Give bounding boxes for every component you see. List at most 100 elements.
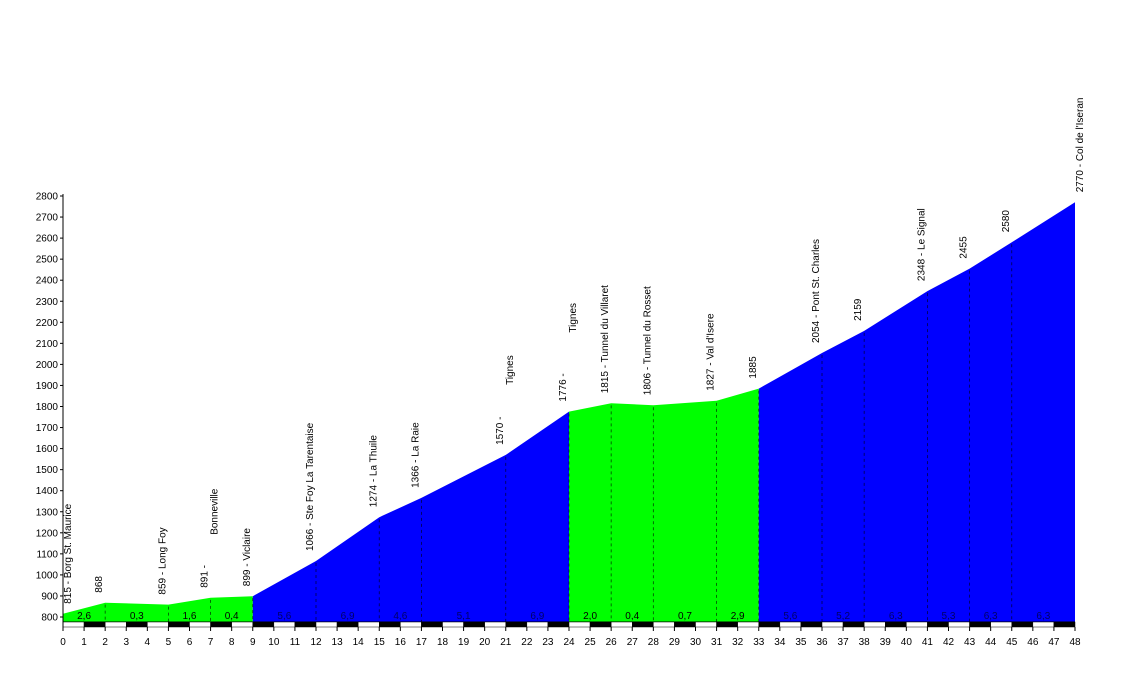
km-block — [547, 621, 570, 628]
x-tick-label: 30 — [690, 637, 702, 648]
km-block — [695, 621, 717, 628]
waypoint-label: 2054 - Pont St. Charles — [811, 239, 822, 343]
distance-strip — [62, 621, 1076, 628]
km-block — [800, 621, 823, 628]
km-block — [526, 621, 549, 628]
km-block — [252, 621, 275, 628]
waypoint-label: 899 - Viclaire — [242, 528, 253, 587]
km-block — [62, 621, 85, 628]
km-block — [104, 621, 127, 628]
x-tick-label: 20 — [479, 637, 491, 648]
y-tick-label: 2100 — [36, 339, 59, 350]
km-block — [821, 621, 844, 628]
x-tick-label: 46 — [1027, 637, 1039, 648]
x-tick-label: 37 — [838, 637, 850, 648]
km-block — [632, 621, 654, 628]
gradient-label: 0,7 — [678, 611, 692, 622]
km-block — [906, 621, 928, 628]
x-tick-label: 43 — [964, 637, 976, 648]
gradient-label: 6,3 — [1036, 611, 1050, 622]
x-tick-label: 16 — [395, 637, 407, 648]
waypoint-label: 1570 - — [495, 417, 506, 445]
waypoint-label: 2348 - Le Signal — [916, 208, 927, 281]
x-tick-label: 45 — [1006, 637, 1018, 648]
km-block — [231, 621, 254, 628]
y-tick-label: 1900 — [36, 381, 59, 392]
km-block — [189, 621, 211, 628]
y-tick-label: 2400 — [36, 276, 59, 287]
km-block — [969, 621, 991, 628]
x-tick-label: 32 — [732, 637, 744, 648]
waypoint-labels: 815 - Borg St. Maurice 868 859 - Long Foy 8… — [63, 98, 1086, 604]
km-block — [1011, 621, 1034, 628]
x-tick-label: 5 — [166, 637, 172, 648]
x-tick-label: 18 — [437, 637, 449, 648]
waypoint-label: Tignes — [568, 303, 579, 333]
y-tick-label: 1600 — [36, 444, 59, 455]
gradient-label: 2,6 — [77, 611, 91, 622]
x-tick-label: 11 — [290, 637, 301, 648]
x-tick-label: 13 — [332, 637, 344, 648]
km-block — [400, 621, 422, 628]
y-tick-label: 900 — [41, 591, 58, 602]
waypoint-label: 2580 — [1001, 210, 1012, 233]
waypoint-label: 1827 - Val d'Isere — [706, 313, 717, 391]
km-block — [948, 621, 970, 628]
waypoint-label: 859 - Long Foy — [157, 527, 168, 594]
x-tick-label: 2 — [102, 637, 108, 648]
gradient-label: 0,3 — [130, 611, 144, 622]
y-tick-label: 1700 — [36, 423, 59, 434]
y-tick-label: 1300 — [36, 507, 59, 518]
x-tick-label: 6 — [187, 637, 193, 648]
km-block — [990, 621, 1013, 628]
km-block — [421, 621, 443, 628]
x-tick-label: 8 — [229, 637, 235, 648]
x-tick-label: 14 — [353, 637, 365, 648]
km-block — [126, 621, 148, 628]
x-tick-label: 24 — [563, 637, 575, 648]
x-tick-label: 39 — [880, 637, 892, 648]
km-block — [674, 621, 696, 628]
y-tick-label: 2800 — [36, 192, 59, 203]
km-block — [147, 621, 169, 628]
waypoint-label: 1885 — [748, 356, 759, 379]
km-block — [842, 621, 865, 628]
gradient-label: 6,3 — [984, 611, 998, 622]
x-tick-label: 38 — [859, 637, 871, 648]
km-block — [336, 621, 359, 628]
x-tick-label: 34 — [774, 637, 786, 648]
y-tick-label: 2600 — [36, 234, 59, 245]
x-tick-label: 15 — [374, 637, 386, 648]
gradient-label: 6,9 — [530, 611, 544, 622]
gradient-label: 6,3 — [889, 611, 903, 622]
x-tick-label: 31 — [711, 637, 723, 648]
x-tick-label: 42 — [943, 637, 955, 648]
y-tick-label: 2700 — [36, 213, 59, 224]
km-block — [294, 621, 317, 628]
km-block — [1032, 621, 1055, 628]
gradient-label: 0,4 — [625, 611, 639, 622]
waypoint-label: 1806 - Tunnel du Rosset — [642, 286, 653, 395]
y-tick-label: 1400 — [36, 486, 59, 497]
x-tick-label: 7 — [208, 637, 214, 648]
y-tick-label: 2000 — [36, 360, 59, 371]
waypoint-label: 2455 — [959, 236, 970, 259]
y-tick-label: 2300 — [36, 297, 59, 308]
x-tick-label: 1 — [81, 637, 87, 648]
x-tick-label: 25 — [585, 637, 597, 648]
waypoint-label: 1776 - — [558, 373, 569, 401]
y-tick-label: 1200 — [36, 528, 59, 539]
gradient-label: 4,6 — [393, 611, 407, 622]
km-block — [168, 621, 190, 628]
x-tick-label: 36 — [816, 637, 828, 648]
x-tick-label: 27 — [627, 637, 639, 648]
y-tick-label: 1000 — [36, 570, 59, 581]
waypoint-label: 891 - — [200, 565, 211, 588]
profile-segment-4 — [758, 202, 1075, 623]
x-tick-label: 3 — [123, 637, 129, 648]
gradient-label: 5,1 — [457, 611, 471, 622]
km-block — [863, 621, 886, 628]
km-block — [484, 621, 506, 628]
km-block — [442, 621, 464, 628]
waypoint-label: 815 - Borg St. Maurice — [63, 503, 74, 603]
